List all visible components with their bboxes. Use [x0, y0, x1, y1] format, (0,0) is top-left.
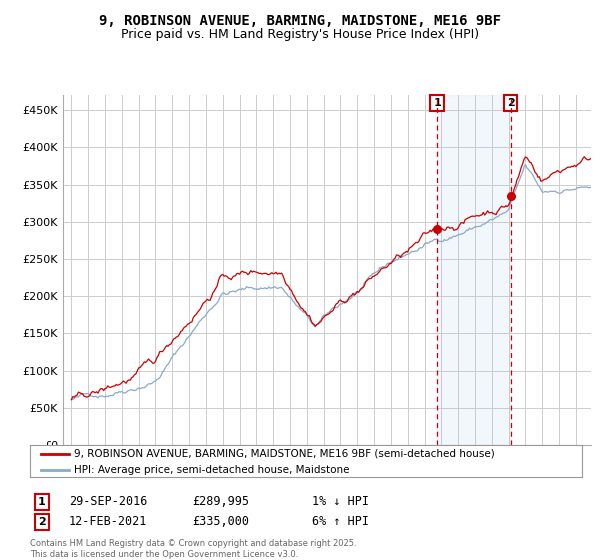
Bar: [437, 95, 511, 445]
Text: 6% ↑ HPI: 6% ↑ HPI: [312, 515, 369, 529]
Text: Contains HM Land Registry data © Crown copyright and database right 2025.
This d: Contains HM Land Registry data © Crown c…: [30, 539, 356, 559]
Text: £289,995: £289,995: [192, 495, 249, 508]
Text: 29-SEP-2016: 29-SEP-2016: [69, 495, 148, 508]
Text: 9, ROBINSON AVENUE, BARMING, MAIDSTONE, ME16 9BF: 9, ROBINSON AVENUE, BARMING, MAIDSTONE, …: [99, 14, 501, 28]
Text: 2: 2: [507, 98, 514, 108]
Text: HPI: Average price, semi-detached house, Maidstone: HPI: Average price, semi-detached house,…: [74, 465, 350, 475]
Text: 12-FEB-2021: 12-FEB-2021: [69, 515, 148, 529]
Text: 9, ROBINSON AVENUE, BARMING, MAIDSTONE, ME16 9BF (semi-detached house): 9, ROBINSON AVENUE, BARMING, MAIDSTONE, …: [74, 449, 495, 459]
Text: 1: 1: [433, 98, 441, 108]
Text: 1: 1: [38, 497, 46, 507]
Text: £335,000: £335,000: [192, 515, 249, 529]
Text: Price paid vs. HM Land Registry's House Price Index (HPI): Price paid vs. HM Land Registry's House …: [121, 28, 479, 41]
Text: 2: 2: [38, 517, 46, 527]
Text: 1% ↓ HPI: 1% ↓ HPI: [312, 495, 369, 508]
